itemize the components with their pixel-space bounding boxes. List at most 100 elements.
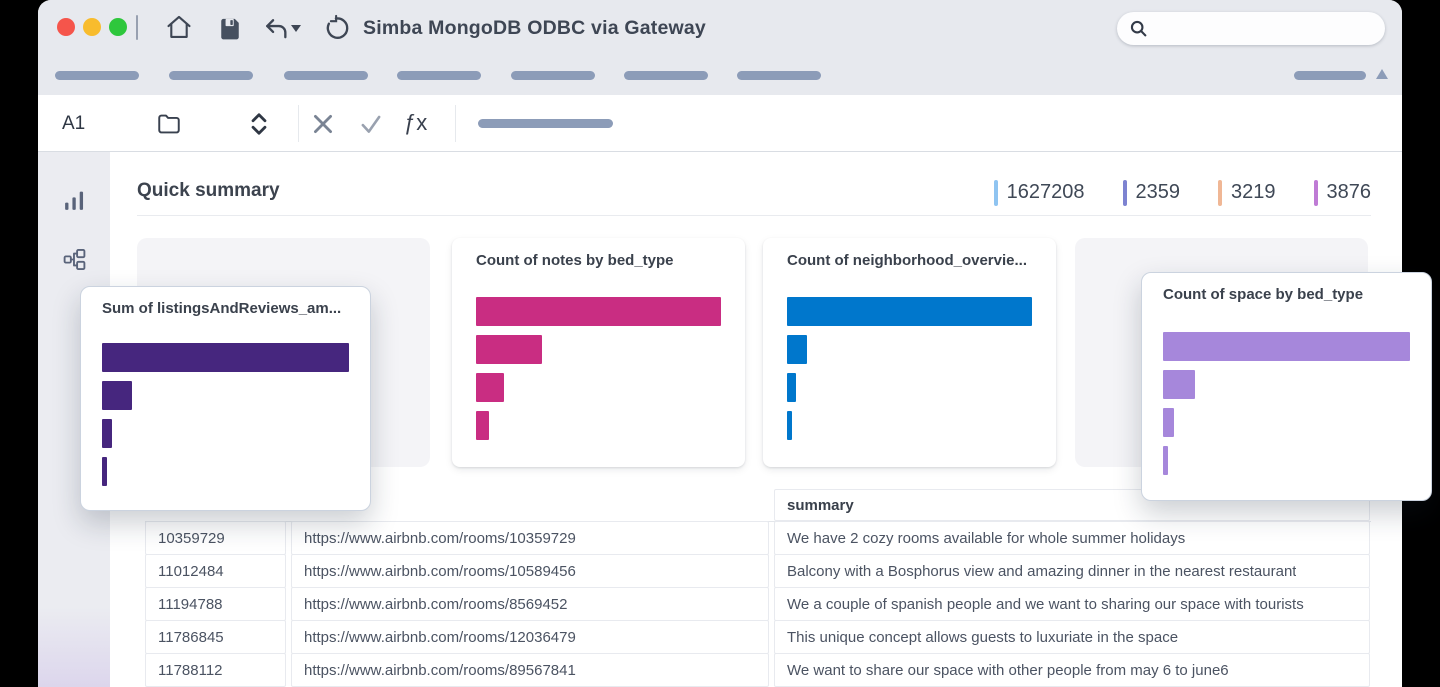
schema-icon[interactable] <box>62 247 87 272</box>
table-row: 11788112 https://www.airbnb.com/rooms/89… <box>145 653 1371 687</box>
chart-popover-listings[interactable]: Sum of listingsAndReviews_am... <box>80 286 371 511</box>
home-icon[interactable] <box>165 13 193 41</box>
stat-color-bar <box>1313 179 1318 206</box>
updown-chevrons-icon[interactable] <box>246 111 272 137</box>
chart-card-neighborhood[interactable]: Count of neighborhood_overvie... <box>763 238 1056 467</box>
bar-chart <box>102 343 349 495</box>
stat-value: 2359 <box>1135 181 1181 203</box>
confirm-icon[interactable] <box>358 111 384 137</box>
bar <box>787 335 807 364</box>
bar <box>476 411 490 440</box>
cell-summary[interactable]: We want to share our space with other pe… <box>774 653 1370 687</box>
cell-id[interactable]: 11786845 <box>145 620 286 654</box>
bar <box>476 297 721 326</box>
page-title: Quick summary <box>137 180 280 201</box>
data-table: summary 10359729 https://www.airbnb.com/… <box>145 489 1371 687</box>
stat-color-bar <box>1122 179 1127 206</box>
stat-item: 1627208 <box>993 179 1085 206</box>
bar <box>787 297 1032 326</box>
chart-popover-space[interactable]: Count of space by bed_type <box>1141 272 1432 501</box>
bar <box>787 411 792 440</box>
bar <box>102 419 112 448</box>
cell-url[interactable]: https://www.airbnb.com/rooms/89567841 <box>291 653 769 687</box>
stat-item: 3219 <box>1218 179 1276 206</box>
stat-color-bar <box>1218 179 1222 206</box>
bar <box>476 373 505 402</box>
tab-placeholder-3[interactable] <box>284 71 368 80</box>
cell-reference[interactable]: A1 <box>62 113 86 134</box>
cell-id[interactable]: 10359729 <box>145 521 286 555</box>
tab-placeholder-1[interactable] <box>55 71 139 80</box>
tab-placeholder-7[interactable] <box>737 71 821 80</box>
history-icon[interactable] <box>324 14 352 42</box>
cell-id[interactable]: 11788112 <box>145 653 286 687</box>
function-icon[interactable]: ƒx <box>404 110 428 135</box>
bar <box>102 457 107 486</box>
bar-chart <box>476 297 721 449</box>
bar <box>787 373 796 402</box>
quick-summary-header: Quick summary 1627208 2359 3219 3876 <box>137 170 1371 216</box>
tab-placeholder-right[interactable] <box>1294 71 1366 80</box>
document-title: Simba MongoDB ODBC via Gateway <box>363 17 706 39</box>
folder-icon[interactable] <box>156 111 182 137</box>
table-row: 11786845 https://www.airbnb.com/rooms/12… <box>145 620 1371 654</box>
tab-placeholder-2[interactable] <box>169 71 253 80</box>
bar <box>1163 408 1175 437</box>
chart-title: Count of notes by bed_type <box>476 252 674 269</box>
cell-url[interactable]: https://www.airbnb.com/rooms/10589456 <box>291 554 769 588</box>
bar-chart <box>1163 332 1410 484</box>
bar <box>1163 370 1196 399</box>
save-icon[interactable] <box>216 14 244 42</box>
cell-summary[interactable]: Balcony with a Bosphorus view and amazin… <box>774 554 1370 588</box>
chart-title: Sum of listingsAndReviews_am... <box>102 300 342 317</box>
cell-id[interactable]: 11012484 <box>145 554 286 588</box>
chart-title: Count of neighborhood_overvie... <box>787 252 1027 269</box>
formula-divider <box>298 105 299 142</box>
tab-placeholder-6[interactable] <box>624 71 708 80</box>
cell-id[interactable]: 11194788 <box>145 587 286 621</box>
stat-value: 3876 <box>1326 181 1372 203</box>
cell-summary[interactable]: We a couple of spanish people and we wan… <box>774 587 1370 621</box>
table-row: 11012484 https://www.airbnb.com/rooms/10… <box>145 554 1371 588</box>
traffic-lights <box>57 18 127 36</box>
cell-url[interactable]: https://www.airbnb.com/rooms/8569452 <box>291 587 769 621</box>
bar-chart-icon[interactable] <box>62 188 87 213</box>
stat-color-bar <box>993 179 998 206</box>
chart-title: Count of space by bed_type <box>1163 286 1364 303</box>
chart-card-notes[interactable]: Count of notes by bed_type <box>452 238 745 467</box>
sheet-up-icon[interactable] <box>1376 69 1388 79</box>
cell-summary[interactable]: We have 2 cozy rooms available for whole… <box>774 521 1370 555</box>
table-row: 11194788 https://www.airbnb.com/rooms/85… <box>145 587 1371 621</box>
stat-value: 3219 <box>1231 181 1276 203</box>
bar <box>476 335 543 364</box>
tab-placeholder-5[interactable] <box>511 71 595 80</box>
cell-url[interactable]: https://www.airbnb.com/rooms/12036479 <box>291 620 769 654</box>
sidebar-tint <box>38 607 110 687</box>
minimize-window-button[interactable] <box>83 18 101 36</box>
search-box[interactable] <box>1117 12 1385 45</box>
cancel-icon[interactable] <box>310 111 336 137</box>
summary-stats: 1627208 2359 3219 3876 <box>993 170 1372 215</box>
undo-icon[interactable] <box>262 15 290 43</box>
formula-divider <box>455 105 456 142</box>
search-input[interactable] <box>1149 20 1385 37</box>
table-row: 10359729 https://www.airbnb.com/rooms/10… <box>145 521 1371 555</box>
bar <box>1163 446 1168 475</box>
stat-item: 3876 <box>1313 179 1372 206</box>
search-icon <box>1130 20 1147 37</box>
formula-input-placeholder[interactable] <box>478 119 613 128</box>
formula-bar: A1 ƒx <box>38 95 1402 152</box>
zoom-window-button[interactable] <box>109 18 127 36</box>
caret-down-icon[interactable] <box>291 25 301 32</box>
bar-chart <box>787 297 1032 449</box>
stat-item: 2359 <box>1122 179 1181 206</box>
bar <box>102 381 132 410</box>
close-window-button[interactable] <box>57 18 75 36</box>
tab-placeholder-4[interactable] <box>397 71 481 80</box>
titlebar: Simba MongoDB ODBC via Gateway <box>38 0 1402 95</box>
bar <box>1163 332 1410 361</box>
cell-summary[interactable]: This unique concept allows guests to lux… <box>774 620 1370 654</box>
cell-url[interactable]: https://www.airbnb.com/rooms/10359729 <box>291 521 769 555</box>
stat-value: 1627208 <box>1006 181 1085 203</box>
